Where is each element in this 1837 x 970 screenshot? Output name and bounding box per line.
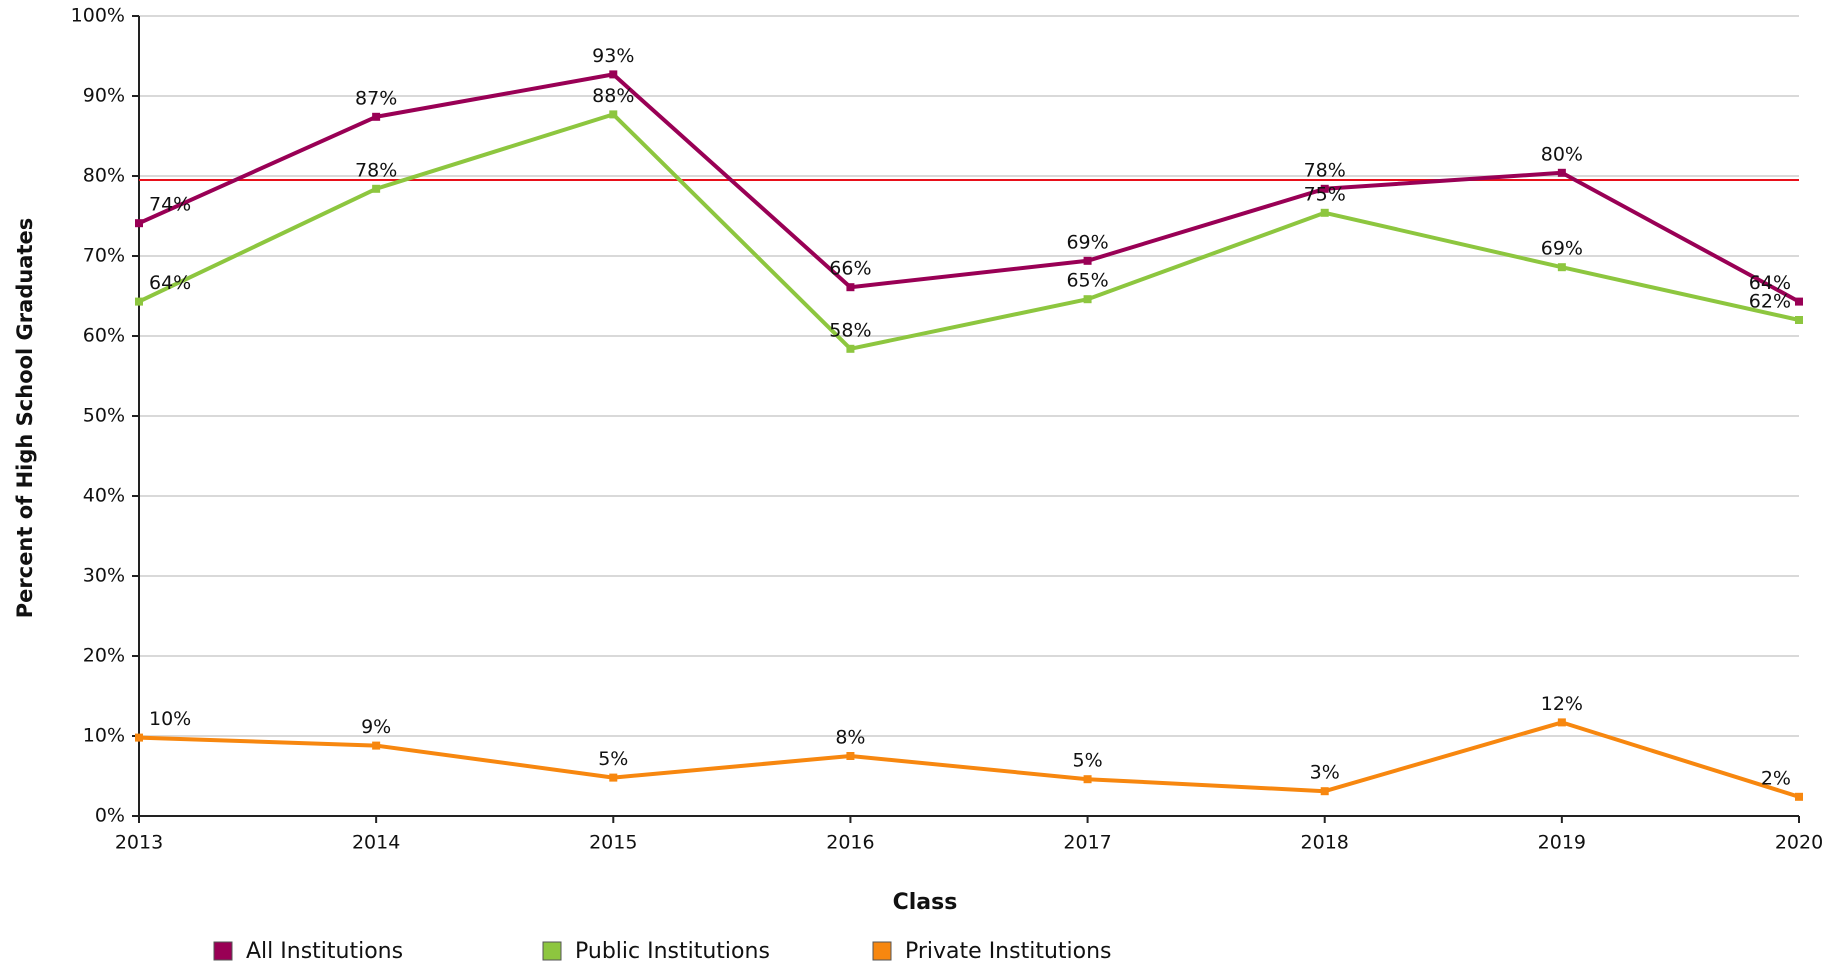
x-tick-label: 2018	[1301, 832, 1349, 854]
y-tick-label: 60%	[83, 325, 125, 347]
y-tick-label: 50%	[83, 405, 125, 427]
point-marker	[1320, 208, 1329, 217]
point-marker	[846, 283, 855, 292]
point-marker	[609, 70, 618, 79]
point-marker	[1320, 787, 1329, 796]
data-label: 3%	[1310, 762, 1340, 784]
legend-swatch	[542, 941, 562, 961]
data-label: 9%	[361, 716, 391, 738]
point-marker	[372, 184, 381, 193]
x-tick-label: 2017	[1063, 832, 1111, 854]
y-tick-label: 20%	[83, 645, 125, 667]
data-label: 58%	[829, 319, 871, 341]
data-label: 5%	[598, 748, 628, 770]
y-tick-label: 80%	[83, 165, 125, 187]
x-tick-label: 2015	[589, 832, 637, 854]
point-marker	[1557, 168, 1566, 177]
legend-label: Public Institutions	[575, 939, 770, 964]
point-marker	[372, 741, 381, 750]
data-label: 69%	[1541, 238, 1583, 260]
x-tick-label: 2014	[352, 832, 400, 854]
point-marker	[1557, 718, 1566, 727]
data-label: 88%	[592, 85, 634, 107]
x-tick-label: 2019	[1538, 832, 1586, 854]
data-label: 62%	[1749, 291, 1791, 313]
point-marker	[135, 733, 143, 742]
y-tick-label: 40%	[83, 485, 125, 507]
y-tick-label: 100%	[71, 5, 125, 27]
legend-label: All Institutions	[246, 939, 403, 964]
point-marker	[1320, 184, 1329, 193]
legend-swatch	[213, 941, 233, 961]
series-line	[138, 72, 1800, 304]
point-marker	[1795, 297, 1803, 306]
y-tick-label: 10%	[83, 725, 125, 747]
point-marker	[135, 219, 143, 228]
data-label: 5%	[1072, 750, 1102, 772]
x-tick-label: 2016	[826, 832, 874, 854]
x-tick-label: 2020	[1775, 832, 1823, 854]
point-marker	[1557, 263, 1566, 272]
y-tick-label: 0%	[95, 805, 125, 827]
legend-label: Private Institutions	[905, 939, 1112, 964]
data-label: 64%	[1749, 272, 1791, 294]
data-label: 12%	[1541, 693, 1583, 715]
point-marker	[1083, 295, 1092, 304]
data-label: 93%	[592, 45, 634, 67]
data-label: 8%	[835, 727, 865, 749]
data-label: 74%	[149, 194, 191, 216]
data-label: 80%	[1541, 143, 1583, 165]
point-marker	[372, 112, 381, 121]
point-marker	[1083, 256, 1092, 265]
data-label: 75%	[1304, 183, 1346, 205]
data-label: 87%	[355, 87, 397, 109]
point-marker	[609, 110, 618, 119]
y-axis-title: Percent of High School Graduates	[13, 218, 37, 619]
point-marker	[1083, 775, 1092, 784]
point-marker	[135, 297, 143, 306]
data-label: 2%	[1761, 767, 1791, 789]
y-tick-label: 90%	[83, 85, 125, 107]
point-marker	[846, 752, 855, 760]
data-label: 66%	[829, 258, 871, 280]
data-label: 78%	[355, 159, 397, 181]
point-marker	[1795, 792, 1803, 801]
data-label: 78%	[1304, 159, 1346, 181]
legend-swatch	[872, 941, 892, 961]
data-label: 10%	[149, 708, 191, 730]
series-line	[138, 112, 1800, 351]
y-tick-label: 70%	[83, 245, 125, 267]
x-tick-label: 2013	[115, 832, 163, 854]
y-tick-label: 30%	[83, 565, 125, 587]
series-line	[138, 720, 1800, 799]
data-label: 64%	[149, 272, 191, 294]
data-label: 65%	[1066, 270, 1108, 292]
point-marker	[846, 344, 855, 353]
data-label: 69%	[1066, 231, 1108, 253]
x-axis-title: Class	[893, 890, 958, 915]
point-marker	[609, 773, 618, 782]
point-marker	[1795, 316, 1803, 324]
